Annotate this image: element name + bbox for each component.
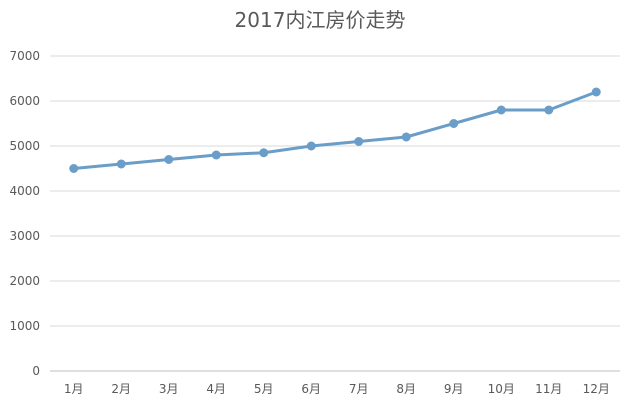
series-layer [69,87,601,173]
y-tick-label: 4000 [9,184,40,198]
series-line [72,90,598,170]
data-point [164,155,174,164]
y-axis-ticks: 0 1000 2000 3000 4000 5000 6000 7000 [9,49,40,378]
data-point [116,159,126,169]
data-point [591,87,601,97]
data-point [211,150,221,160]
data-point [496,105,506,115]
data-point [354,137,364,146]
data-point [449,119,459,128]
data-point [306,141,316,151]
y-tick-label: 0 [32,364,40,378]
y-tick-label: 7000 [9,49,40,63]
x-tick-label: 8月 [396,382,416,396]
x-tick-label: 11月 [535,382,562,396]
y-tick-label: 5000 [9,139,40,153]
x-tick-label: 2月 [111,382,131,396]
x-tick-label: 12月 [583,382,610,396]
data-point [401,132,411,142]
x-tick-label: 6月 [301,382,321,396]
chart-title: 2017内江房价走势 [235,8,406,32]
x-tick-label: 9月 [444,382,464,396]
y-tick-label: 3000 [9,229,40,243]
x-tick-label: 7月 [349,382,369,396]
x-tick-label: 3月 [159,382,179,396]
y-tick-label: 2000 [9,274,40,288]
data-point [259,148,269,158]
x-tick-label: 1月 [64,382,84,396]
y-tick-label: 6000 [9,94,40,108]
data-point [544,105,554,115]
x-axis-ticks: 1月 2月 3月 4月 5月 6月 7月 8月 9月 10月 11月 12月 [64,382,610,396]
x-tick-label: 10月 [488,382,515,396]
gridlines [50,55,620,372]
x-tick-label: 5月 [254,382,274,396]
x-tick-label: 4月 [206,382,226,396]
data-point [69,164,79,173]
y-tick-label: 1000 [9,319,40,333]
